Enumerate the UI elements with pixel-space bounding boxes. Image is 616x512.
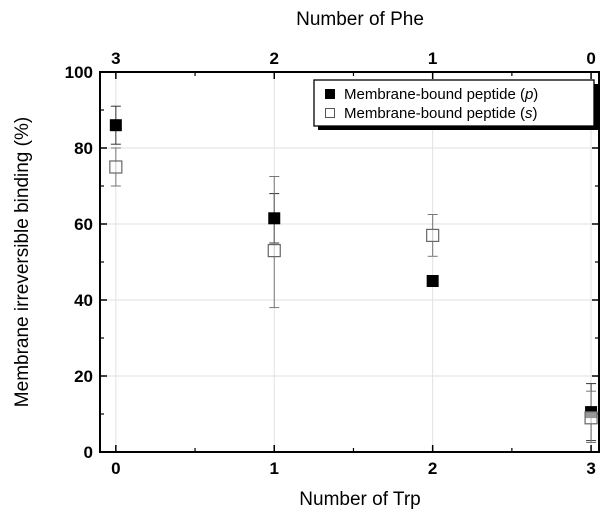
x-bottom-axis-title: Number of Trp — [299, 489, 420, 510]
x-top-tick-label: 2 — [270, 49, 279, 68]
data-point-filled — [268, 212, 281, 225]
y-tick-label: 40 — [74, 291, 93, 310]
data-point-open — [426, 228, 440, 242]
y-tick-label: 100 — [65, 63, 93, 82]
y-tick-label: 60 — [74, 215, 93, 234]
data-point-filled — [426, 275, 439, 287]
error-bars — [110, 105, 597, 443]
ticks: 0 20 40 60 80 100 0 3 1 2 2 1 3 0 — [65, 49, 599, 478]
x-top-tick-label: 1 — [428, 49, 437, 68]
data-point-open — [584, 411, 598, 425]
y-tick-label: 20 — [74, 367, 93, 386]
legend-label-s: Membrane-bound peptide (s) — [344, 105, 537, 122]
legend-label-p: Membrane-bound peptide (p) — [344, 86, 538, 103]
data-point-filled — [109, 119, 122, 132]
x-bottom-tick-label: 3 — [586, 459, 595, 478]
legend: Membrane-bound peptide (p) Membrane-boun… — [313, 79, 598, 130]
legend-box — [313, 79, 595, 127]
y-tick-label: 80 — [74, 139, 93, 158]
x-bottom-tick-label: 2 — [428, 459, 437, 478]
legend-marker-filled — [325, 89, 335, 99]
x-bottom-tick-label: 0 — [111, 459, 120, 478]
legend-marker-open — [325, 108, 335, 118]
x-top-tick-label: 3 — [111, 49, 120, 68]
x-top-tick-label: 0 — [586, 49, 595, 68]
data-point-open — [267, 244, 281, 258]
markers — [109, 119, 598, 425]
y-tick-label: 0 — [84, 443, 93, 462]
y-axis-title: Membrane irreversible binding (%) — [12, 117, 33, 407]
data-point-open — [109, 160, 123, 174]
x-bottom-tick-label: 1 — [270, 459, 279, 478]
x-top-axis-title: Number of Phe — [296, 9, 424, 30]
